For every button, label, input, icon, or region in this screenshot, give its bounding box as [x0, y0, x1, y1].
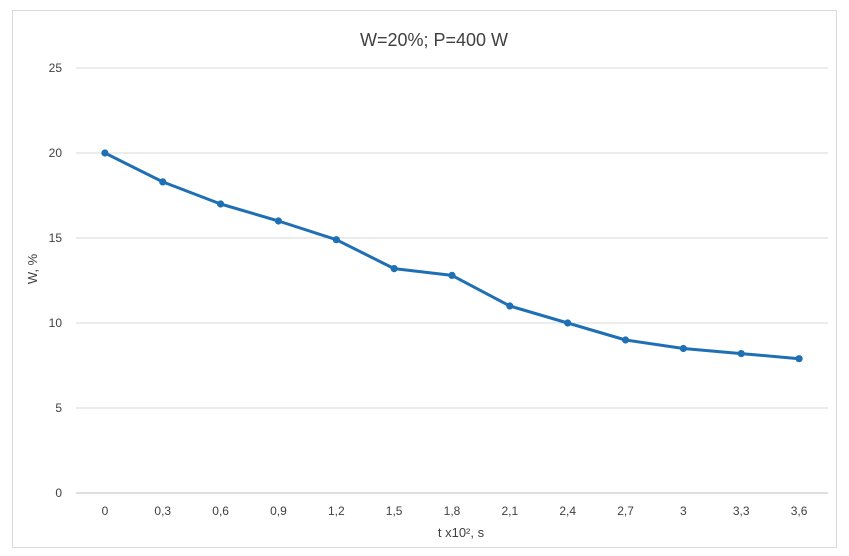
series — [101, 149, 803, 363]
x-tick-label: 2,1 — [502, 504, 519, 518]
data-point — [506, 302, 514, 310]
data-point — [159, 178, 167, 186]
data-point — [564, 319, 572, 327]
data-point — [390, 265, 398, 273]
x-tick-label: 2,7 — [617, 504, 634, 518]
data-point — [274, 217, 283, 225]
x-tick-label: 3,6 — [791, 504, 808, 518]
x-tick-label: 1,5 — [386, 504, 403, 518]
data-point — [795, 355, 803, 363]
x-tick-label: 1,8 — [444, 504, 461, 518]
y-tick-label: 20 — [49, 146, 63, 160]
x-tick-label: 3 — [680, 504, 687, 518]
data-point — [679, 344, 687, 353]
chart-frame — [12, 10, 837, 548]
x-tick-label: 1,2 — [328, 504, 345, 518]
y-tick-label: 15 — [49, 231, 63, 245]
y-tick-label: 25 — [49, 61, 63, 75]
x-tick-label: 0 — [102, 504, 109, 518]
x-tick-label: 3,3 — [733, 504, 750, 518]
data-point — [332, 236, 340, 244]
x-axis-label: t x10², s — [438, 525, 485, 540]
tick-labels: 0 5 10 15 20 25 0 0,3 0,6 0,9 1,2 1,5 1,8 2,1 2,4 2,7 3 3… — [49, 61, 808, 518]
y-axis-label: W, % — [25, 253, 40, 284]
x-tick-label: 2,4 — [559, 504, 576, 518]
data-point — [101, 149, 109, 157]
y-tick-label: 5 — [55, 401, 62, 415]
data-point — [448, 271, 456, 279]
x-tick-label: 0,6 — [212, 504, 229, 518]
data-point — [737, 350, 745, 358]
chart-title: W=20%; P=400 W — [360, 30, 508, 50]
y-tick-label: 10 — [49, 316, 63, 330]
series-line — [103, 151, 801, 361]
data-point — [621, 336, 630, 344]
x-tick-label: 0,9 — [270, 504, 287, 518]
gridlines — [76, 67, 828, 409]
x-tick-label: 0,3 — [154, 504, 171, 518]
y-tick-label: 0 — [55, 486, 62, 500]
data-point — [217, 200, 225, 208]
